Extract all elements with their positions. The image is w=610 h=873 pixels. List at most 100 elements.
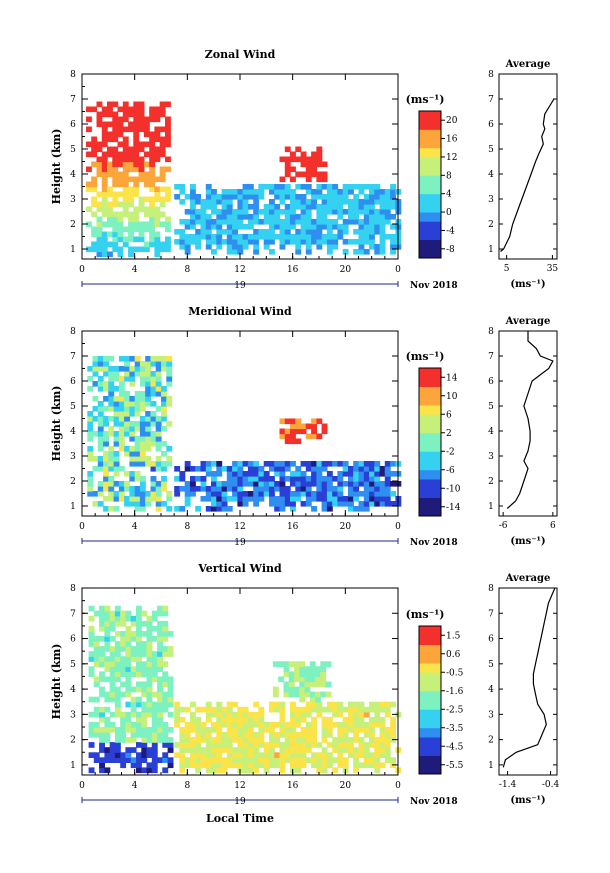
heatmap-cell xyxy=(300,486,307,492)
heatmap-cell xyxy=(179,727,186,733)
heatmap-cell xyxy=(97,431,104,437)
heatmap-cell xyxy=(272,661,279,667)
heatmap-cell xyxy=(112,196,119,203)
heatmap-cell xyxy=(353,184,360,190)
heatmap-cell xyxy=(320,671,327,678)
heatmap-cell xyxy=(195,234,202,240)
heatmap-cell xyxy=(146,737,153,743)
profile-x-label: (ms⁻¹) xyxy=(510,279,545,290)
heatmap-cell xyxy=(134,491,141,497)
heatmap-cell xyxy=(337,209,344,215)
heatmap-cell xyxy=(211,727,217,733)
heatmap-cell xyxy=(128,226,134,233)
heatmap-cell xyxy=(321,209,328,215)
heatmap-cell xyxy=(118,486,125,492)
heatmap-cell xyxy=(184,224,191,230)
heatmap-cell xyxy=(103,486,109,492)
heatmap-cell xyxy=(101,176,108,183)
heatmap-cell xyxy=(86,246,92,253)
heatmap-cell xyxy=(122,126,129,133)
heatmap-cell xyxy=(321,476,328,482)
heatmap-cell xyxy=(247,219,254,225)
heatmap-cell xyxy=(107,206,113,213)
heatmap-cell xyxy=(120,762,127,769)
heatmap-cell xyxy=(133,191,140,198)
heatmap-cell xyxy=(145,446,152,452)
heatmap-cell xyxy=(269,747,275,753)
heatmap-cell xyxy=(363,471,370,477)
heatmap-cell xyxy=(290,481,296,487)
heatmap-cell xyxy=(326,461,333,467)
heatmap-cell xyxy=(295,767,302,774)
heatmap-cell xyxy=(300,156,307,163)
heatmap-cell xyxy=(134,366,141,372)
heatmap-cell xyxy=(284,486,291,492)
heatmap-cell xyxy=(300,747,307,753)
heatmap-cell xyxy=(305,727,312,733)
heatmap-cell xyxy=(88,742,95,748)
heatmap-cell xyxy=(337,737,344,743)
heatmap-cell xyxy=(311,219,317,225)
heatmap-cell xyxy=(145,381,152,387)
heatmap-cell xyxy=(390,239,396,245)
heatmap-cell xyxy=(216,234,223,240)
heatmap-cell xyxy=(118,366,125,372)
heatmap-cell xyxy=(337,481,344,487)
heatmap-cell xyxy=(226,214,233,220)
heatmap-cell xyxy=(284,737,291,743)
heatmap-cell xyxy=(167,727,174,733)
heatmap-cell xyxy=(133,226,140,233)
heatmap-cell xyxy=(253,481,260,487)
heatmap-cell xyxy=(316,219,323,225)
heatmap-cell xyxy=(136,716,142,723)
heatmap-cell xyxy=(107,121,113,128)
heatmap-cell xyxy=(284,428,291,435)
heatmap-cell xyxy=(274,506,281,512)
colorbar-tick-label: 1.5 xyxy=(446,631,461,641)
heatmap-cell xyxy=(99,676,105,683)
day-label: 19 xyxy=(234,797,246,807)
heatmap-cell xyxy=(348,471,354,477)
heatmap-cell xyxy=(124,371,130,377)
heatmap-cell xyxy=(311,506,317,512)
heatmap-cell xyxy=(179,184,186,190)
heatmap-cell xyxy=(128,246,134,253)
heatmap-cell xyxy=(125,686,132,693)
heatmap-cell xyxy=(321,501,328,507)
heatmap-cell xyxy=(179,716,186,723)
heatmap-cell xyxy=(342,249,349,255)
heatmap-cell xyxy=(232,701,238,708)
heatmap-cell xyxy=(200,219,207,225)
heatmap-cell xyxy=(226,476,233,482)
heatmap-cell xyxy=(295,146,302,153)
heatmap-cell xyxy=(139,446,146,452)
heatmap-cell xyxy=(342,189,349,195)
heatmap-cell xyxy=(295,234,302,240)
heatmap-cell xyxy=(374,747,381,753)
heatmap-cell xyxy=(211,496,217,502)
heatmap-cell xyxy=(88,651,95,657)
heatmap-cell xyxy=(290,418,296,425)
heatmap-cell xyxy=(128,251,134,258)
heatmap-cell xyxy=(311,156,317,163)
heatmap-cell xyxy=(174,194,181,200)
heatmap-cell xyxy=(190,189,196,195)
heatmap-cell xyxy=(190,742,196,748)
heatmap-cell xyxy=(200,204,207,210)
heatmap-cell xyxy=(93,636,100,642)
heatmap-cell xyxy=(117,201,124,208)
heatmap-cell xyxy=(157,661,163,667)
colorbar-bin xyxy=(419,755,441,766)
heatmap-cell xyxy=(91,196,98,203)
heatmap-cell xyxy=(369,461,375,467)
heatmap-cell xyxy=(232,214,238,220)
heatmap-cell xyxy=(284,146,291,153)
heatmap-cell xyxy=(113,466,120,472)
heatmap-cell xyxy=(125,691,132,698)
heatmap-cell xyxy=(279,229,286,235)
heatmap-cell xyxy=(272,691,279,698)
heatmap-cell xyxy=(155,376,162,382)
heatmap-cell xyxy=(149,161,156,168)
heatmap-cell xyxy=(332,742,339,748)
heatmap-cell xyxy=(92,361,99,367)
